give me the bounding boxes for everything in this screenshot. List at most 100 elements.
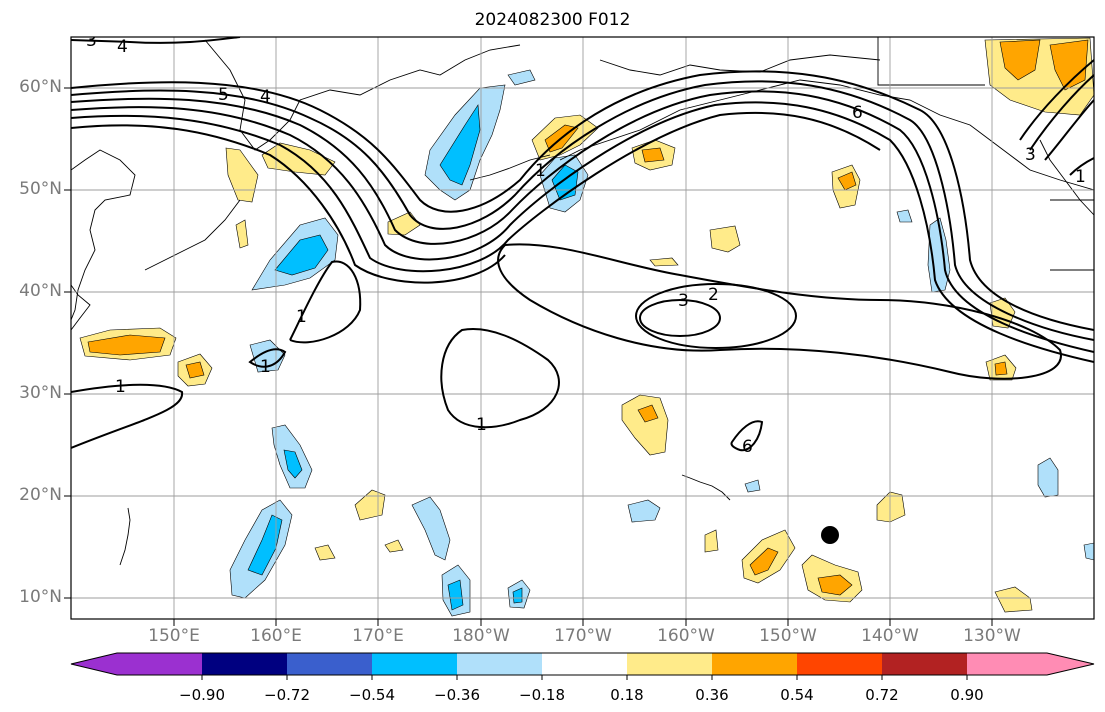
colorbar-tick-label: −0.18 (519, 686, 565, 704)
lon-label: 180°W (452, 626, 510, 646)
strong-negative-region (512, 587, 523, 604)
storm-position-dot (821, 526, 839, 544)
lon-label: 150°W (759, 626, 817, 646)
strong-negative-region (439, 104, 481, 186)
contour-label: 3 (1025, 145, 1036, 165)
colorbar-extend-high (1047, 653, 1094, 675)
lat-label: 30°N (19, 383, 62, 403)
strong-positive-region (817, 574, 853, 596)
contour-label: 1 (296, 307, 307, 327)
contour-label: 1 (535, 161, 546, 181)
canada-coast (1039, 139, 1094, 216)
colorbar-segment (117, 653, 202, 675)
positive-region (704, 529, 719, 553)
colorbar-segment (882, 653, 967, 675)
colorbar-segment (797, 653, 882, 675)
lon-label: 170°W (554, 626, 612, 646)
hawaii-islands (681, 474, 731, 501)
lon-label: 160°E (250, 626, 302, 646)
positive-region (994, 586, 1033, 613)
strong-positive-region (185, 361, 205, 379)
negative-region (1083, 542, 1094, 561)
colorbar (70, 652, 1095, 680)
contour-label: 6 (852, 103, 863, 123)
map-panel: 3 4 5 4 6 1 3 2 1 1 1 1 6 3 1 (71, 31, 1094, 619)
contour-labels: 3 4 5 4 6 1 3 2 1 1 1 1 6 3 1 (86, 31, 1086, 457)
strong-positive-region (1049, 39, 1089, 91)
colorbar-tick-label: 0.18 (610, 686, 644, 704)
negative-region (627, 499, 661, 523)
asia-coast (71, 149, 136, 321)
contour-label: 3 (678, 291, 689, 311)
axis-ticks (64, 87, 993, 626)
boundaries (877, 37, 1094, 271)
lon-label: 130°W (963, 626, 1021, 646)
colorbar-tick-label: 0.90 (950, 686, 984, 704)
colorbar-segment (457, 653, 542, 675)
colorbar-segment (542, 653, 627, 675)
strong-positive-region (749, 547, 779, 576)
strong-positive-region (837, 171, 857, 191)
strong-negative-region (283, 449, 303, 479)
strong-negative-region (447, 579, 464, 611)
negative-region (411, 496, 451, 561)
lon-label: 160°W (657, 626, 715, 646)
contour-label: 3 (86, 31, 97, 51)
positive-region (235, 219, 249, 249)
contour-label: 4 (260, 87, 271, 107)
mariana-islands (119, 507, 131, 566)
alaska-coast (559, 79, 1094, 191)
negative-region (896, 209, 913, 223)
colorbar-tick-label: −0.54 (349, 686, 395, 704)
lat-label: 20°N (19, 485, 62, 505)
lon-label: 140°W (861, 626, 919, 646)
negative-region (744, 479, 761, 493)
contour-lines (71, 37, 1094, 452)
positive-region (709, 225, 741, 253)
positive-region (314, 544, 336, 561)
colorbar-outline (70, 652, 1095, 676)
lat-label: 40°N (19, 281, 62, 301)
colorbar-segment (967, 653, 1047, 675)
colorbar-tick-label: 0.54 (780, 686, 814, 704)
colorbar-segment (287, 653, 372, 675)
colorbar-tick-label: 0.36 (695, 686, 729, 704)
colorbar-tick-label: −0.90 (179, 686, 225, 704)
map-title: 2024082300 F012 (474, 10, 631, 30)
positive-region (649, 257, 679, 267)
gridlines (71, 37, 1094, 619)
contour-label: 5 (218, 85, 229, 105)
kuril-islands (144, 199, 241, 271)
strong-positive-region (641, 147, 665, 163)
colorbar-tick-label: −0.72 (264, 686, 310, 704)
lon-label: 150°E (148, 626, 200, 646)
colorbar-tick-label: 0.72 (865, 686, 899, 704)
lon-label: 170°E (352, 626, 404, 646)
negative-region (507, 69, 536, 86)
positive-region (225, 147, 259, 203)
negative-region (1037, 457, 1059, 498)
strong-negative-region (247, 514, 283, 576)
positive-region (354, 489, 386, 521)
strong-positive-region (637, 404, 659, 423)
alaska-north (599, 54, 881, 76)
contour-label: 1 (115, 377, 126, 397)
strong-positive-region (87, 334, 166, 356)
lat-label: 50°N (19, 179, 62, 199)
positive-region (621, 394, 669, 456)
contour-label: 1 (476, 415, 487, 435)
colorbar-tick-label: −0.36 (434, 686, 480, 704)
lat-label: 10°N (19, 587, 62, 607)
strong-negative-region (274, 234, 329, 276)
colorbar-segment (202, 653, 287, 675)
contour-label: 2 (708, 285, 719, 305)
strong-positive-region (994, 361, 1008, 376)
kamchatka-coast (204, 39, 521, 151)
strong-positive-region (999, 39, 1041, 81)
colorbar-extend-low (71, 653, 117, 675)
colorbar-segment (372, 653, 457, 675)
lat-label: 60°N (19, 77, 62, 97)
coastlines (71, 39, 1094, 566)
contour-label: 4 (117, 37, 128, 57)
